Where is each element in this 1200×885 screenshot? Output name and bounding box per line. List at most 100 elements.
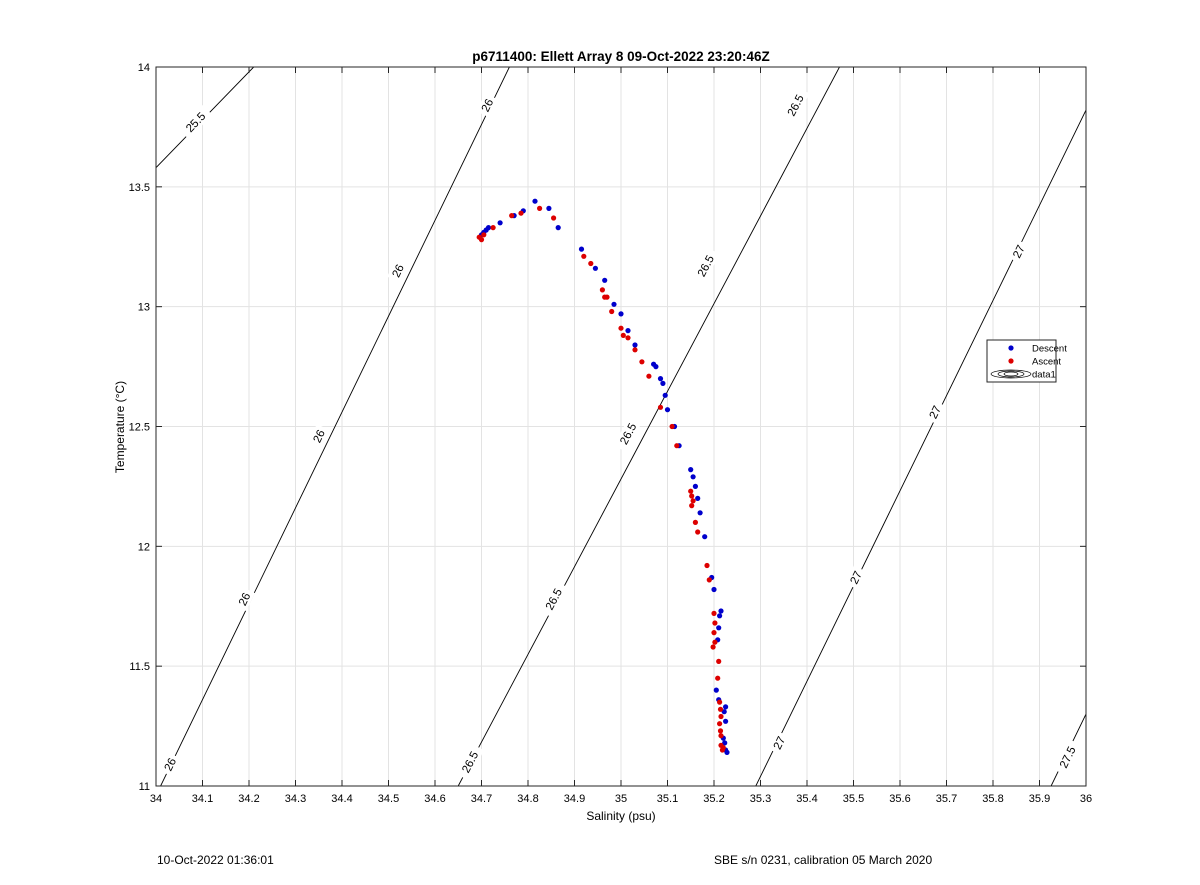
descent-point <box>697 510 703 516</box>
ascent-point <box>478 237 485 243</box>
x-tick-label: 34.9 <box>564 793 585 805</box>
ascent-point <box>716 658 722 665</box>
ascent-point <box>717 728 724 734</box>
ascent-point <box>618 325 624 331</box>
contour-label-bg <box>159 752 181 777</box>
descent-point <box>722 740 728 746</box>
descent-point <box>713 687 719 693</box>
ascent-point <box>689 503 695 509</box>
descent-point <box>625 328 631 334</box>
descent-point <box>660 380 666 386</box>
descent-point <box>664 407 671 413</box>
descent-point <box>718 608 724 614</box>
x-tick-label: 34.2 <box>238 793 259 805</box>
descent-point <box>632 342 638 348</box>
descent-point <box>578 246 585 252</box>
contour-label: 27.5 <box>1058 745 1079 770</box>
ascent-point <box>581 253 587 259</box>
x-tick-label: 34 <box>150 793 162 805</box>
contour-label: 26 <box>163 756 179 773</box>
descent-point <box>721 709 727 715</box>
contour-label-bg <box>691 247 720 285</box>
ascent-point <box>715 675 721 681</box>
contour-label-group: 26 <box>308 424 330 449</box>
descent-point <box>602 277 608 283</box>
ascent-point <box>669 423 675 430</box>
ascent-point <box>717 721 723 727</box>
x-tick-label: 35.8 <box>982 793 1003 805</box>
x-tick-label: 34.3 <box>285 793 306 805</box>
contour-label-bg <box>1007 239 1030 264</box>
legend-label: Ascent <box>1032 357 1061 368</box>
descent-point <box>657 376 664 382</box>
data-series <box>476 198 730 756</box>
y-tick-label: 13 <box>138 302 150 314</box>
contour-label-bg <box>768 730 790 755</box>
contour-label: 27 <box>849 570 865 587</box>
timestamp-footer: 10-Oct-2022 01:36:01 <box>157 853 274 867</box>
legend-label: Descent <box>1032 344 1067 355</box>
ascent-point <box>706 577 712 583</box>
descent-point <box>702 534 708 540</box>
contour-label: 27 <box>1011 244 1027 261</box>
x-tick-label: 34.1 <box>192 793 213 805</box>
x-tick-label: 35.9 <box>1029 793 1050 805</box>
descent-point <box>592 265 599 271</box>
contour-label: 26 <box>312 428 328 445</box>
contour-label-bg <box>781 87 810 124</box>
grid-lines <box>155 66 1087 787</box>
contour-label: 26 <box>480 97 496 114</box>
ascent-point <box>620 332 626 338</box>
descent-point <box>485 225 492 231</box>
descent-point <box>555 225 561 231</box>
contour-label-group: 26.5 <box>455 743 485 781</box>
x-tick-label: 34.7 <box>471 793 492 805</box>
contour-label-group: 26 <box>387 258 409 283</box>
legend-label: data1 <box>1032 370 1056 381</box>
contour-label-group: 26.5 <box>691 247 720 285</box>
x-tick-label: 35.1 <box>657 793 678 805</box>
ascent-point <box>711 630 717 636</box>
axes: 34 34.1 34.2 34.3 34.4 34.5 34.6 34.7 34.8 34.9 35… <box>129 62 1093 805</box>
x-tick-label: 35.7 <box>936 793 957 805</box>
x-tick-label: 34.5 <box>378 793 399 805</box>
contour-label: 26 <box>391 263 407 280</box>
contour-label-group: 26 <box>476 93 498 118</box>
legend-contour-icon <box>997 370 1025 378</box>
ascent-point <box>674 443 680 449</box>
ascent-point <box>625 335 631 341</box>
ascent-point <box>689 493 695 499</box>
contour-label-group: 27.5 <box>1053 738 1082 776</box>
ascent-point <box>609 308 615 315</box>
contour-label-bg <box>1053 738 1082 776</box>
contour-label-bg <box>476 93 498 118</box>
ascent-point <box>490 225 496 231</box>
contour-label-group: 26 <box>159 752 181 777</box>
x-tick-label: 36 <box>1080 793 1092 805</box>
y-tick-label: 13.5 <box>129 182 150 194</box>
x-tick-label: 35.5 <box>843 793 864 805</box>
ascent-point <box>632 347 638 353</box>
ascent-point <box>695 529 701 535</box>
contour-label-group: 27 <box>924 400 946 425</box>
contour-line-27 <box>755 109 1086 786</box>
ascent-point <box>688 488 694 494</box>
contour-line-26 <box>160 67 510 786</box>
contour-label-bg <box>924 400 946 425</box>
legend-marker-ascent <box>1008 358 1014 364</box>
contour-label-group: 26.5 <box>781 87 810 124</box>
descent-point <box>532 198 538 204</box>
ascent-point <box>719 747 726 753</box>
ascent-point <box>717 706 724 712</box>
x-tick-label: 35.6 <box>889 793 910 805</box>
chart-title: p6711400: Ellett Array 8 09-Oct-2022 23:… <box>472 49 769 64</box>
contour-label: 26 <box>237 591 253 608</box>
ascent-point <box>657 404 664 410</box>
y-axis-label: Temperature (°C) <box>113 381 127 473</box>
contour-label-bg <box>178 105 213 140</box>
ascent-point <box>604 294 610 300</box>
x-axis-label: Salinity (psu) <box>586 809 655 823</box>
axis-labels: p6711400: Ellett Array 8 09-Oct-2022 23:… <box>113 49 770 823</box>
contour-label-bg <box>308 424 330 449</box>
